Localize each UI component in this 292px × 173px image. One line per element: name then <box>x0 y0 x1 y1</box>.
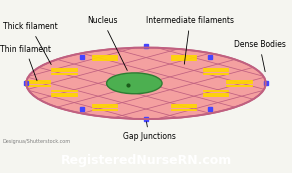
Text: Dense Bodies: Dense Bodies <box>234 40 286 72</box>
Text: Gap Junctions: Gap Junctions <box>123 122 175 141</box>
Text: Thick filament: Thick filament <box>3 22 58 65</box>
Text: RegisteredNurseRN.com: RegisteredNurseRN.com <box>60 154 232 167</box>
Ellipse shape <box>107 73 162 94</box>
Ellipse shape <box>26 48 266 119</box>
Text: Thin filament: Thin filament <box>0 45 51 81</box>
Text: Nucleus: Nucleus <box>88 16 127 70</box>
Text: Intermediate filaments: Intermediate filaments <box>146 16 234 64</box>
Text: Designua/Shutterstock.com: Designua/Shutterstock.com <box>3 139 71 144</box>
